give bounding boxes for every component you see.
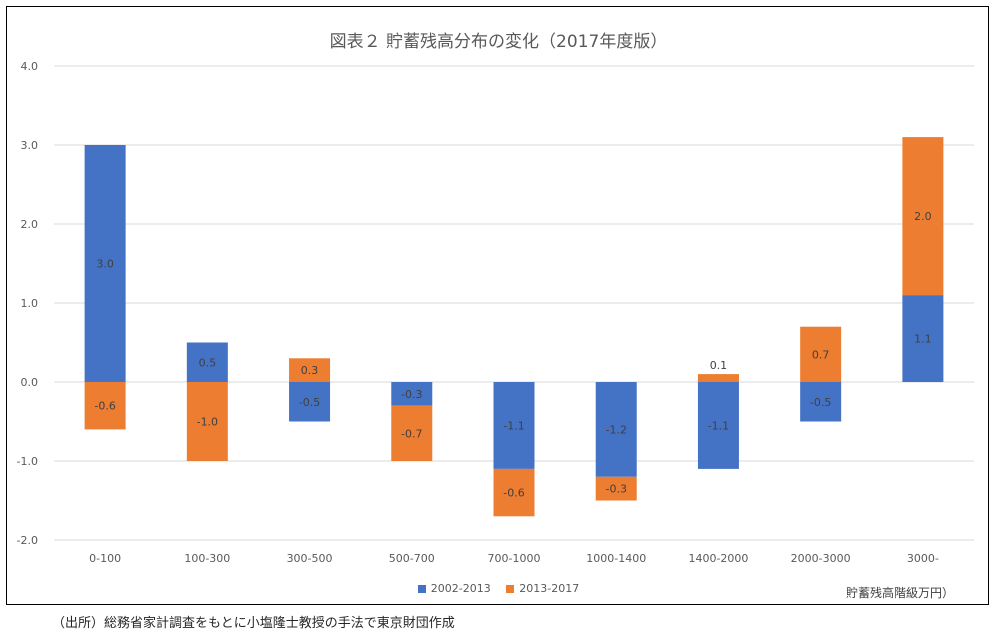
- bar-series-2: [800, 326, 842, 382]
- bar-series-1: [186, 342, 228, 382]
- data-label: 0.3: [301, 364, 319, 377]
- data-label: -0.3: [605, 483, 626, 496]
- y-tick-label: -2.0: [17, 534, 38, 547]
- bar-series-2: [697, 374, 739, 382]
- data-label: -0.6: [503, 487, 524, 500]
- bar-series-2: [595, 476, 637, 501]
- data-label: 0.5: [199, 356, 217, 369]
- data-label: 0.7: [812, 348, 830, 361]
- data-label: -1.2: [605, 423, 626, 436]
- data-label: -0.5: [810, 396, 831, 409]
- bar-series-1: [289, 382, 331, 422]
- x-tick-label: 2000-3000: [791, 552, 851, 565]
- legend-swatch-series-2: [506, 584, 515, 593]
- bar-series-2: [493, 468, 535, 517]
- plot-area: 4.0 3.0 2.0 1.0 0.0 -1.0 -2.0 3.0 0.5 -0.5 -0.3 -1.…: [17, 60, 974, 565]
- y-tick-label: -1.0: [17, 455, 38, 468]
- legend: 2002-2013 2013-2017: [7, 582, 990, 596]
- data-label: 3.0: [96, 258, 114, 271]
- data-label: -0.3: [401, 388, 422, 401]
- y-tick-label: 4.0: [21, 60, 39, 73]
- data-label: -0.7: [401, 427, 422, 440]
- x-tick-label: 300-500: [287, 552, 333, 565]
- y-tick-label: 2.0: [21, 218, 39, 231]
- chart-frame: 図表２ 貯蓄残高分布の変化（2017年度版） 4.0 3.0 2.0 1.0 0.0 -1…: [6, 6, 989, 605]
- x-tick-label: 1400-2000: [688, 552, 748, 565]
- legend-swatch-series-1: [417, 584, 426, 593]
- legend-item-series-2: 2013-2017: [506, 582, 579, 595]
- y-tick-label: 3.0: [21, 139, 39, 152]
- bar-series-1: [902, 295, 944, 382]
- legend-label-series-2: 2013-2017: [519, 582, 580, 595]
- y-tick-label: 0.0: [21, 376, 39, 389]
- legend-label-series-1: 2002-2013: [430, 582, 491, 595]
- bar-series-2: [84, 382, 126, 430]
- source-note: （出所）総務省家計調査をもとに小塩隆士教授の手法で東京財団作成: [52, 616, 455, 631]
- chart-title: 図表２ 貯蓄残高分布の変化（2017年度版）: [329, 32, 668, 52]
- x-tick-label: 3000-: [907, 552, 939, 565]
- data-label: -0.5: [299, 396, 320, 409]
- bar-series-1: [493, 382, 535, 469]
- y-tick-label: 1.0: [21, 297, 39, 310]
- bar-series-1: [391, 382, 433, 406]
- x-tick-label: 1000-1400: [586, 552, 646, 565]
- data-label: -1.1: [503, 419, 524, 432]
- bar-series-2: [902, 137, 944, 296]
- x-tick-label: 500-700: [389, 552, 435, 565]
- bar-series-1: [697, 382, 739, 469]
- x-tick-label: 100-300: [184, 552, 230, 565]
- x-tick-label: 0-100: [89, 552, 121, 565]
- data-label: 2.0: [914, 210, 932, 223]
- x-tick-label: 700-1000: [488, 552, 541, 565]
- data-label: -1.0: [197, 416, 218, 429]
- data-label: 1.1: [914, 333, 932, 346]
- bar-series-1: [595, 382, 637, 477]
- bar-series-2: [391, 405, 433, 461]
- bar-series-1: [84, 145, 126, 382]
- x-axis-label: 貯蓄残高階級万円）: [845, 586, 954, 600]
- data-label: -1.1: [708, 419, 729, 432]
- legend-item-series-1: 2002-2013: [417, 582, 491, 595]
- bar-series-2: [289, 358, 331, 382]
- bar-series-2: [186, 382, 228, 461]
- data-label: -0.6: [94, 400, 115, 413]
- bar-series-1: [800, 382, 842, 422]
- data-label: 0.1: [710, 359, 728, 372]
